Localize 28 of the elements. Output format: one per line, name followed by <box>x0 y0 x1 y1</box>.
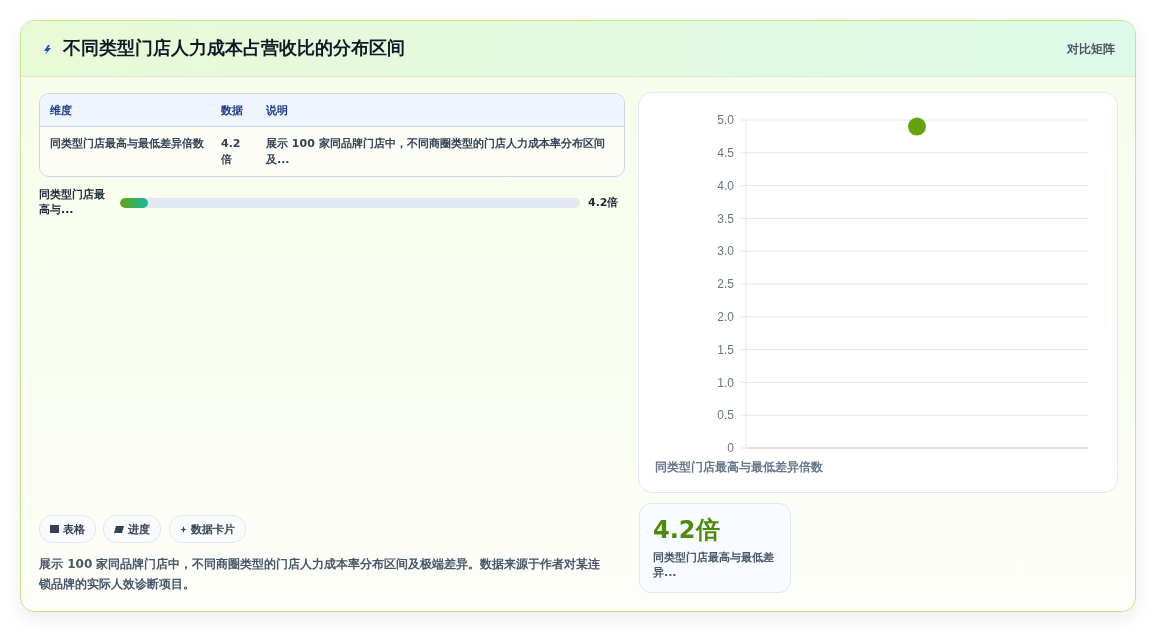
x-axis-title: 同类型门店最高与最低差异倍数 <box>655 460 824 474</box>
y-tick-label: 0.5 <box>717 408 735 423</box>
text: 表格 <box>63 521 85 537</box>
y-tick-label: 5.0 <box>717 113 735 128</box>
text: 说明 <box>266 103 288 118</box>
y-tick-label: 4.0 <box>717 178 735 193</box>
text: 4.2倍 <box>221 136 242 168</box>
text: 展示 100 家同品牌门店中，不同商圈类型的门店人力成本率分布区间及极端差异。数据来源于作者对某连锁品牌的实际人效诊断项目。 <box>39 556 602 593</box>
y-tick-label: 1.0 <box>717 375 735 390</box>
text: 对比矩阵 <box>1067 41 1115 58</box>
y-tick-label: 3.0 <box>717 244 735 259</box>
text: 数据 <box>221 103 243 118</box>
text: 数据卡片 <box>191 521 235 537</box>
text: 同类型门店最高与最低差异... <box>653 550 775 580</box>
y-tick-label: 3.5 <box>717 211 735 226</box>
y-tick-label: 2.5 <box>717 277 735 292</box>
text: 4.2倍 <box>653 515 720 546</box>
y-tick-label: 0 <box>727 441 735 456</box>
text: 同类型门店最高与... <box>39 187 106 217</box>
text: 4.2倍 <box>588 195 619 210</box>
text: 不同类型门店人力成本占营收比的分布区间 <box>63 36 405 60</box>
text: 维度 <box>50 103 72 118</box>
text: 展示 100 家同品牌门店中，不同商圈类型的门店人力成本率分布区间及... <box>266 136 606 168</box>
text: 进度 <box>128 521 150 537</box>
y-tick-label: 4.5 <box>717 146 735 160</box>
text: 同类型门店最高与最低差异倍数 <box>50 136 205 152</box>
y-tick-label: 1.5 <box>717 342 735 357</box>
y-tick-label: 2.0 <box>717 310 735 324</box>
